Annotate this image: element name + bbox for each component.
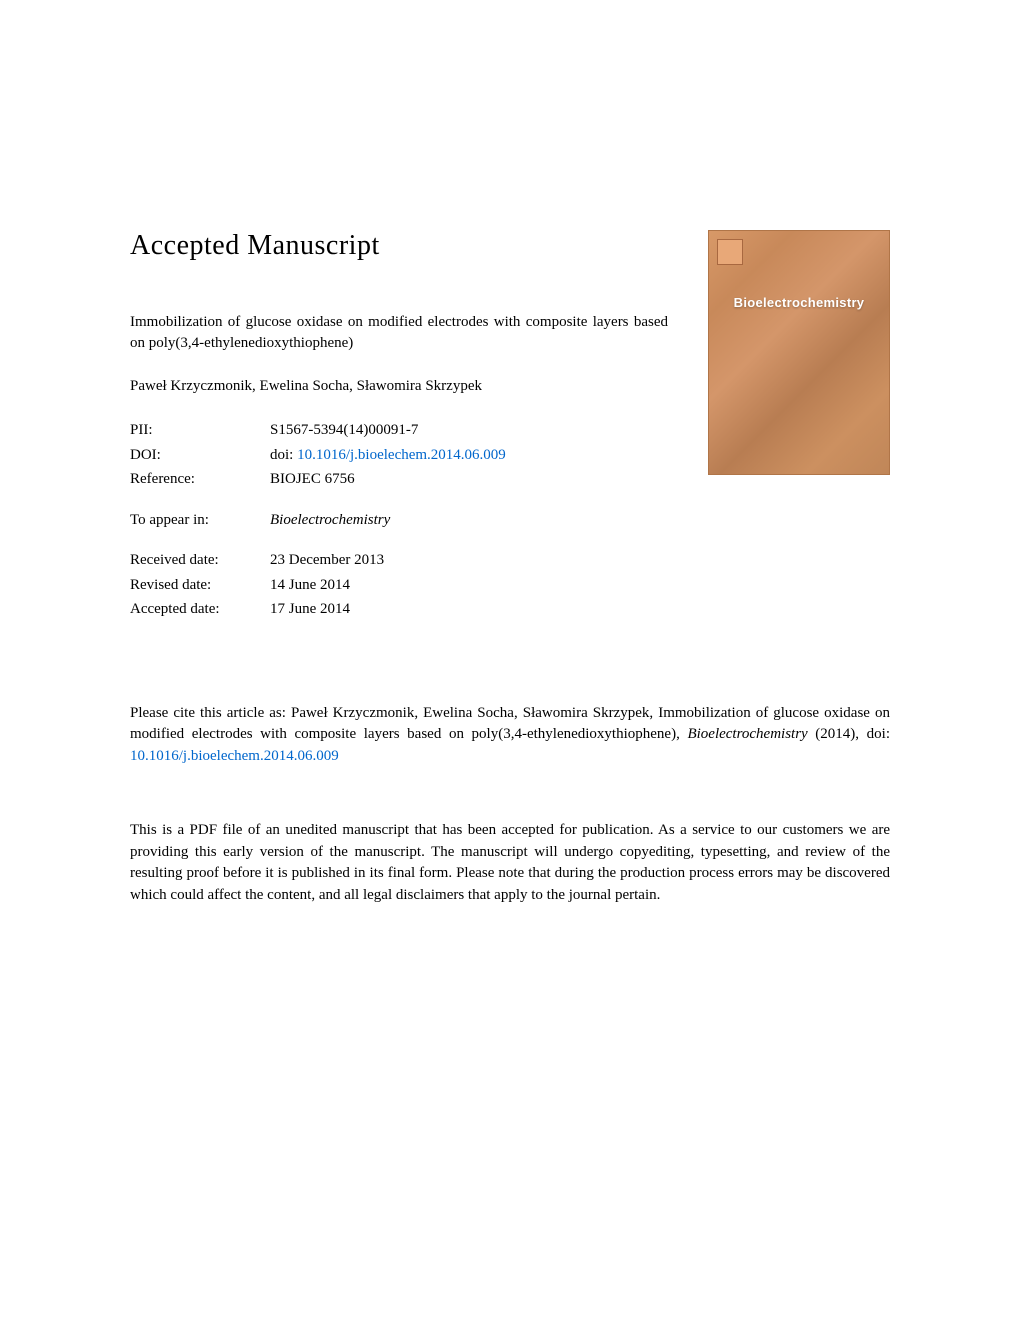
accepted-manuscript-heading: Accepted Manuscript bbox=[130, 230, 668, 262]
accepted-value: 17 June 2014 bbox=[270, 598, 350, 621]
to-appear-value: Bioelectrochemistry bbox=[270, 509, 390, 532]
metadata-group-dates: Received date: 23 December 2013 Revised … bbox=[130, 549, 668, 621]
received-value: 23 December 2013 bbox=[270, 549, 384, 572]
revised-value: 14 June 2014 bbox=[270, 574, 350, 597]
citation-year: (2014), doi: bbox=[808, 726, 890, 742]
doi-value: doi: 10.1016/j.bioelechem.2014.06.009 bbox=[270, 444, 506, 467]
metadata-row-reference: Reference: BIOJEC 6756 bbox=[130, 468, 668, 491]
metadata-table: PII: S1567-5394(14)00091-7 DOI: doi: 10.… bbox=[130, 419, 668, 621]
citation-journal: Bioelectrochemistry bbox=[687, 726, 807, 742]
revised-label: Revised date: bbox=[130, 574, 270, 597]
authors-list: Paweł Krzyczmonik, Ewelina Socha, Sławom… bbox=[130, 378, 668, 395]
journal-cover-image: Bioelectrochemistry bbox=[708, 230, 890, 475]
citation-doi-link[interactable]: 10.1016/j.bioelechem.2014.06.009 bbox=[130, 748, 339, 764]
metadata-row-accepted: Accepted date: 17 June 2014 bbox=[130, 598, 668, 621]
to-appear-label: To appear in: bbox=[130, 509, 270, 532]
doi-link[interactable]: 10.1016/j.bioelechem.2014.06.009 bbox=[297, 447, 506, 463]
doi-prefix: doi: bbox=[270, 447, 297, 463]
header-left-column: Accepted Manuscript Immobilization of gl… bbox=[130, 230, 708, 639]
cover-journal-title: Bioelectrochemistry bbox=[709, 295, 889, 310]
reference-label: Reference: bbox=[130, 468, 270, 491]
received-label: Received date: bbox=[130, 549, 270, 572]
metadata-group-journal: To appear in: Bioelectrochemistry bbox=[130, 509, 668, 532]
metadata-row-revised: Revised date: 14 June 2014 bbox=[130, 574, 668, 597]
citation-paragraph: Please cite this article as: Paweł Krzyc… bbox=[130, 703, 890, 768]
metadata-row-received: Received date: 23 December 2013 bbox=[130, 549, 668, 572]
metadata-row-to-appear: To appear in: Bioelectrochemistry bbox=[130, 509, 668, 532]
accepted-label: Accepted date: bbox=[130, 598, 270, 621]
metadata-group-identifiers: PII: S1567-5394(14)00091-7 DOI: doi: 10.… bbox=[130, 419, 668, 491]
pii-label: PII: bbox=[130, 419, 270, 442]
elsevier-logo-icon bbox=[717, 239, 743, 265]
metadata-row-pii: PII: S1567-5394(14)00091-7 bbox=[130, 419, 668, 442]
doi-label: DOI: bbox=[130, 444, 270, 467]
header-section: Accepted Manuscript Immobilization of gl… bbox=[130, 230, 890, 639]
reference-value: BIOJEC 6756 bbox=[270, 468, 355, 491]
article-title: Immobilization of glucose oxidase on mod… bbox=[130, 312, 668, 354]
disclaimer-paragraph: This is a PDF file of an unedited manusc… bbox=[130, 820, 890, 907]
pii-value: S1567-5394(14)00091-7 bbox=[270, 419, 418, 442]
metadata-row-doi: DOI: doi: 10.1016/j.bioelechem.2014.06.0… bbox=[130, 444, 668, 467]
